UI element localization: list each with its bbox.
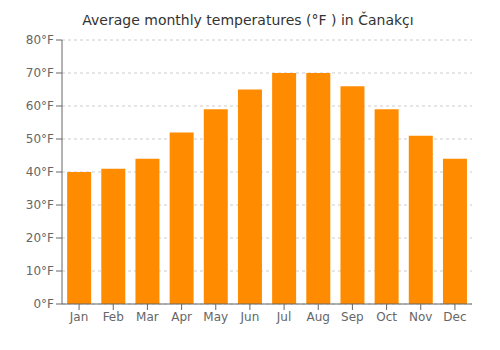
svg-text:May: May	[203, 310, 228, 324]
svg-text:30°F: 30°F	[26, 198, 54, 212]
svg-text:Nov: Nov	[409, 310, 432, 324]
html-text:Average monthly temperatures (: Average monthly temperatures (°F ) in Ča…	[82, 12, 414, 28]
svg-text:Aug: Aug	[307, 310, 330, 324]
svg-text:Jul: Jul	[276, 310, 291, 324]
svg-text:Mar: Mar	[136, 310, 159, 324]
svg-text:20°F: 20°F	[26, 231, 54, 245]
svg-text:Jun: Jun	[240, 310, 260, 324]
svg-text:40°F: 40°F	[26, 165, 54, 179]
svg-text:Dec: Dec	[443, 310, 466, 324]
svg-text:50°F: 50°F	[26, 132, 54, 146]
svg-text:Jan: Jan	[69, 310, 89, 324]
svg-text:80°F: 80°F	[26, 33, 54, 47]
svg-text:0°F: 0°F	[33, 297, 54, 311]
svg-text:70°F: 70°F	[26, 66, 54, 80]
svg-text:10°F: 10°F	[26, 264, 54, 278]
svg-text:60°F: 60°F	[26, 99, 54, 113]
svg-text:Oct: Oct	[376, 310, 397, 324]
svg-text:Feb: Feb	[103, 310, 124, 324]
svg-text:Apr: Apr	[171, 310, 192, 324]
svg-text:Sep: Sep	[341, 310, 364, 324]
